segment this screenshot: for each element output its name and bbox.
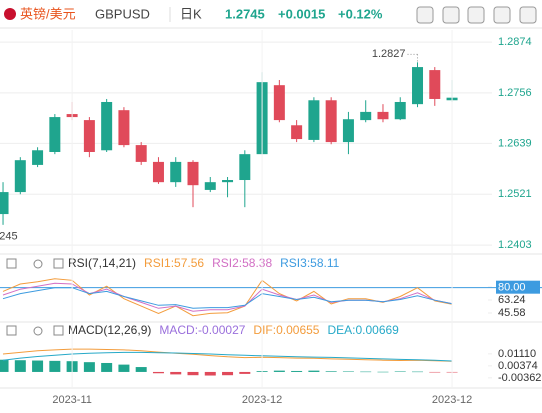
tool-button[interactable] <box>442 6 460 24</box>
macd-bar <box>308 370 320 372</box>
tool-button[interactable] <box>416 6 434 24</box>
symbol-code: GBPUSD <box>95 6 150 21</box>
macd-bar <box>239 371 251 374</box>
candle-body <box>152 161 164 183</box>
candle-body <box>239 154 251 181</box>
level-label-box <box>496 280 540 294</box>
macd-bar <box>0 359 9 372</box>
legend-entry: RSI2:58.38 <box>212 256 272 270</box>
rsi-controls <box>6 258 64 269</box>
settings-icon[interactable] <box>33 259 43 269</box>
legend-entry: MACD:-0.00027 <box>159 323 245 337</box>
candle-body <box>360 111 372 121</box>
candle-body <box>118 110 130 146</box>
y-tick-label: 1.2756 <box>498 87 532 99</box>
legend-entry: RSI1:57.56 <box>144 256 204 270</box>
candle-body <box>0 192 9 215</box>
y-tick-label: 0.00374 <box>498 360 538 372</box>
candle-body <box>291 125 303 140</box>
macd-bar <box>222 371 234 376</box>
indicator-line <box>2 348 453 362</box>
candle-body <box>32 150 44 165</box>
collapse-icon[interactable] <box>6 258 17 269</box>
macd-bar <box>14 360 26 372</box>
collapse-icon[interactable] <box>6 325 17 336</box>
tool-button[interactable] <box>493 6 511 24</box>
macd-bar <box>101 362 113 372</box>
symbol-name: 英镑/美元 <box>20 6 76 21</box>
low-label: 1.245 <box>0 231 18 243</box>
macd-bar <box>83 362 95 372</box>
indicator-title: RSI(7,14,21) <box>68 256 136 270</box>
change-percent: +0.12% <box>338 6 383 21</box>
candle-body <box>83 120 95 152</box>
header: 英镑/美元 GBPUSD 日K 1.2745 +0.0015 +0.12% <box>0 6 542 29</box>
macd-bar <box>135 367 147 372</box>
flag-icon <box>4 8 16 20</box>
legend-entry: DIF:0.00655 <box>253 323 319 337</box>
macd-bar <box>342 371 354 372</box>
macd-bar <box>32 360 44 372</box>
candle-body <box>429 70 441 99</box>
legend-entry: DEA:0.00669 <box>327 323 399 337</box>
x-tick-label: 2023-12 <box>242 394 282 406</box>
settings-icon[interactable] <box>33 326 43 336</box>
y-tick-label: 0.01110 <box>498 348 536 360</box>
tool-button[interactable] <box>467 6 485 24</box>
y-tick-label: 45.58 <box>498 307 526 319</box>
candle-body <box>273 85 285 121</box>
macd-bar <box>429 371 441 373</box>
legend-entry: RSI3:58.11 <box>280 256 339 270</box>
macd-bar <box>204 371 216 376</box>
macd-bar <box>49 360 61 372</box>
indicator-title: MACD(12,26,9) <box>68 323 151 337</box>
x-tick-label: 2023-12 <box>432 394 472 406</box>
candle-body <box>187 161 199 186</box>
macd-controls <box>6 325 64 336</box>
candle-body <box>101 101 113 151</box>
y-tick-label: -0.00362 <box>498 372 541 384</box>
candle-body <box>204 182 216 190</box>
candle-body <box>135 145 147 162</box>
price-change: +0.0015 <box>278 6 325 21</box>
candle-body <box>308 100 320 140</box>
candle-body <box>394 101 406 120</box>
indicator-line <box>2 287 453 309</box>
level-label: 80.00 <box>498 282 526 294</box>
period[interactable]: 日K <box>180 6 202 21</box>
expand-icon[interactable] <box>53 325 64 336</box>
fullscreen-button[interactable] <box>519 6 537 24</box>
y-tick-label: 1.2639 <box>498 137 532 149</box>
candle-body <box>170 161 182 183</box>
y-tick-label: 1.2874 <box>498 36 532 48</box>
macd-bar <box>325 371 337 372</box>
y-tick-label: 1.2521 <box>498 188 532 200</box>
indicator-line <box>2 351 453 362</box>
macd-bar <box>118 364 130 372</box>
high-label: 1.2827 <box>372 48 406 60</box>
macd-bar <box>377 371 389 373</box>
x-tick-label: 2023-11 <box>52 394 92 406</box>
macd-bar <box>360 371 372 373</box>
last-price: 1.2745 <box>225 6 265 21</box>
candle-body <box>14 160 26 193</box>
y-tick-label: 1.2403 <box>498 239 532 251</box>
candle-body <box>412 67 424 105</box>
macd-bar <box>187 371 199 376</box>
candle-body <box>342 119 354 143</box>
macd-bar <box>152 371 164 374</box>
macd-bar <box>291 370 303 372</box>
candle-body <box>377 111 389 120</box>
macd-bar <box>394 371 406 372</box>
candle-body <box>325 100 337 143</box>
macd-bar <box>170 371 182 375</box>
candle-body <box>222 180 234 183</box>
macd-bar <box>273 370 285 372</box>
candle-body <box>49 117 61 152</box>
expand-icon[interactable] <box>53 258 64 269</box>
y-tick-label: 63.24 <box>498 294 526 306</box>
macd-bar <box>412 371 424 373</box>
